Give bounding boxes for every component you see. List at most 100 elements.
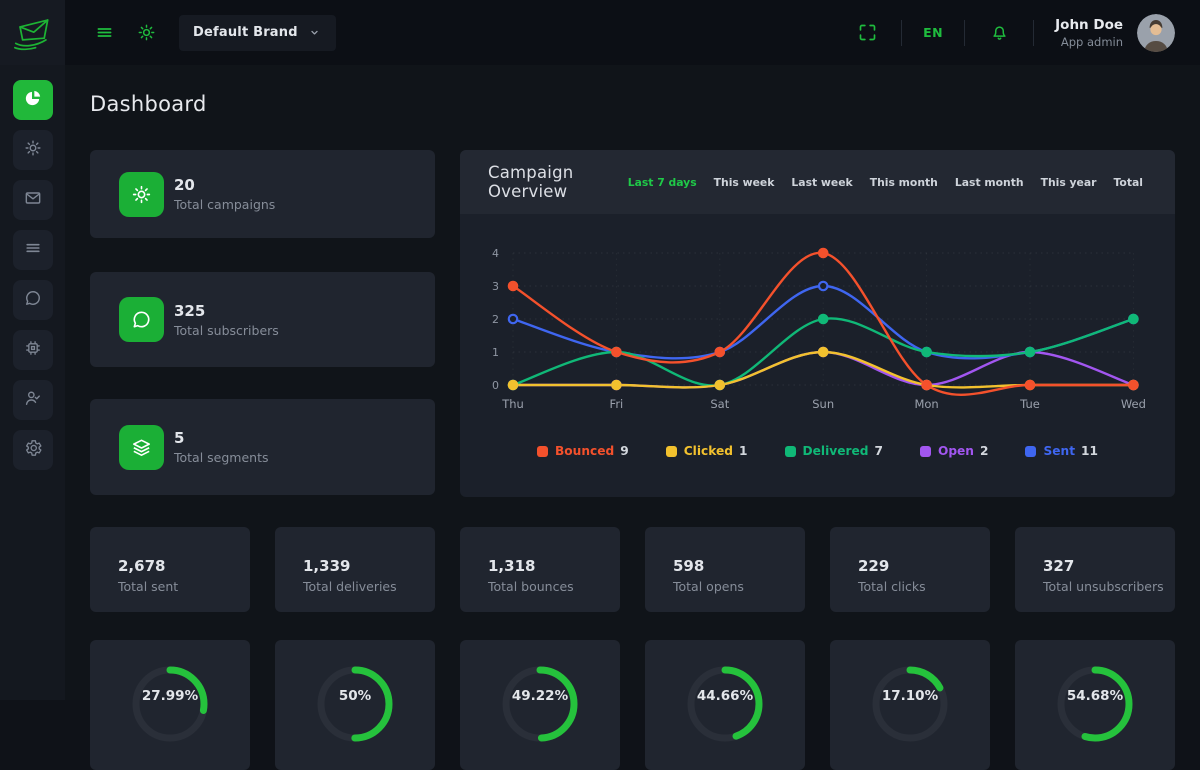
topbar: Default Brand EN John Doe App admin — [0, 0, 1200, 65]
legend-label: Sent — [1043, 444, 1076, 458]
chat-icon — [119, 297, 164, 342]
user-name: John Doe — [1055, 16, 1123, 33]
legend-swatch — [665, 445, 677, 457]
svg-text:Wed: Wed — [1121, 397, 1146, 411]
legend-count: 7 — [874, 444, 883, 458]
brand-dropdown[interactable]: Default Brand — [179, 14, 336, 51]
envelope-icon — [23, 188, 43, 212]
filter-last-month[interactable]: Last month — [954, 175, 1024, 189]
divider — [1033, 19, 1035, 46]
filter-this-month[interactable]: This month — [869, 175, 938, 189]
sidebar — [0, 65, 65, 700]
legend-item-bounced[interactable]: Bounced 9 — [537, 444, 629, 458]
sidebar-item-subscribers[interactable] — [12, 280, 53, 320]
stat-value: 598 — [673, 557, 705, 575]
stat-card[interactable]: 1,339 Total deliveries — [275, 527, 435, 612]
user-menu[interactable]: John Doe App admin — [1055, 17, 1123, 49]
sidebar-item-campaigns[interactable] — [12, 130, 53, 170]
gauge-card[interactable]: 44.66% — [645, 640, 805, 770]
divider — [901, 19, 903, 46]
chip-icon — [23, 338, 43, 362]
fullscreen-icon[interactable] — [854, 20, 880, 46]
theme-sun-icon[interactable] — [133, 20, 159, 46]
gauge-card[interactable]: 49.22% — [460, 640, 620, 770]
gauge-card[interactable]: 27.99% — [90, 640, 250, 770]
filter-total[interactable]: Total — [1113, 175, 1144, 189]
progress-gauge: 54.68% — [1053, 662, 1137, 746]
sidebar-item-users[interactable] — [12, 380, 53, 420]
summary-card-text: 325 Total subscribers — [174, 302, 279, 338]
legend-count: 9 — [620, 444, 629, 458]
filter-this-year[interactable]: This year — [1040, 175, 1097, 189]
summary-card[interactable]: 5 Total segments — [90, 399, 435, 495]
pie-chart-icon — [23, 88, 43, 112]
stat-card[interactable]: 229 Total clicks — [830, 527, 990, 612]
legend-label: Bounced — [555, 444, 615, 458]
gauge-card[interactable]: 54.68% — [1015, 640, 1175, 770]
legend-swatch — [784, 445, 796, 457]
gauge-percent: 49.22% — [511, 688, 569, 704]
svg-text:Tue: Tue — [1019, 397, 1040, 411]
filter-last-7-days[interactable]: Last 7 days — [627, 175, 697, 189]
legend-count: 11 — [1081, 444, 1098, 458]
stat-value: 229 — [858, 557, 890, 575]
stat-card[interactable]: 2,678 Total sent — [90, 527, 250, 612]
stat-card[interactable]: 1,318 Total bounces — [460, 527, 620, 612]
filter-last-week[interactable]: Last week — [791, 175, 853, 189]
legend-count: 1 — [739, 444, 748, 458]
chat-icon — [23, 288, 43, 312]
stat-card[interactable]: 327 Total unsubscribers — [1015, 527, 1175, 612]
sidebar-item-lists[interactable] — [12, 230, 53, 270]
summary-card-label: Total subscribers — [174, 322, 279, 338]
sidebar-item-api[interactable] — [12, 330, 53, 370]
gauge-percent: 44.66% — [696, 688, 754, 704]
legend-item-delivered[interactable]: Delivered 7 — [784, 444, 883, 458]
progress-gauge: 27.99% — [128, 662, 212, 746]
legend-label: Clicked — [683, 444, 734, 458]
sidebar-toggle-hamburger-icon[interactable] — [91, 20, 117, 46]
stat-label: Total sent — [118, 579, 179, 594]
svg-text:Thu: Thu — [501, 397, 524, 411]
legend-swatch — [919, 445, 931, 457]
overview-filters: Last 7 days This week Last week This month L… — [628, 176, 1143, 189]
summary-card-value: 20 — [174, 176, 195, 194]
gauge-card[interactable]: 17.10% — [830, 640, 990, 770]
campaign-overview-chart[interactable]: 0 1 2 3 4 Thu Fri Sat Sun Mon Tue Wed — [460, 214, 1175, 424]
app-logo[interactable] — [0, 0, 65, 65]
layers-icon — [119, 424, 164, 470]
menu-icon — [23, 238, 43, 262]
gauge-percent: 54.68% — [1066, 688, 1124, 704]
user-role: App admin — [1060, 34, 1123, 49]
stat-card[interactable]: 598 Total opens — [645, 527, 805, 612]
stat-value: 1,339 — [303, 557, 351, 575]
language-button[interactable]: EN — [923, 25, 944, 40]
legend-label: Open — [937, 444, 974, 458]
legend-item-clicked[interactable]: Clicked 1 — [665, 444, 748, 458]
stat-label: Total clicks — [858, 579, 926, 594]
campaign-overview-title: Campaign Overview — [488, 163, 574, 201]
svg-text:4: 4 — [492, 247, 499, 260]
notifications-bell-icon[interactable] — [986, 20, 1012, 46]
summary-card[interactable]: 20 Total campaigns — [90, 150, 435, 238]
summary-card-value: 5 — [174, 429, 185, 447]
sidebar-item-settings[interactable] — [12, 430, 53, 470]
svg-text:1: 1 — [492, 346, 499, 359]
legend-item-open[interactable]: Open 2 — [919, 444, 988, 458]
filter-this-week[interactable]: This week — [713, 175, 775, 189]
gauge-card[interactable]: 50% — [275, 640, 435, 770]
summary-card-label: Total segments — [174, 450, 269, 465]
sidebar-item-dashboard[interactable] — [12, 80, 53, 120]
gauge-percent: 27.99% — [141, 688, 199, 704]
summary-card[interactable]: 325 Total subscribers — [90, 272, 435, 367]
stat-value: 2,678 — [118, 557, 166, 575]
campaign-overview-panel: Campaign Overview Last 7 days This week La… — [460, 150, 1175, 497]
svg-text:Sun: Sun — [812, 397, 834, 411]
sidebar-item-messages[interactable] — [12, 180, 53, 220]
svg-text:Mon: Mon — [914, 397, 938, 411]
stat-value: 1,318 — [488, 557, 536, 575]
summary-card-text: 20 Total campaigns — [174, 176, 275, 212]
svg-text:3: 3 — [492, 280, 499, 293]
user-check-icon — [23, 388, 43, 412]
legend-item-sent[interactable]: Sent 11 — [1025, 444, 1098, 458]
avatar[interactable] — [1137, 13, 1175, 52]
